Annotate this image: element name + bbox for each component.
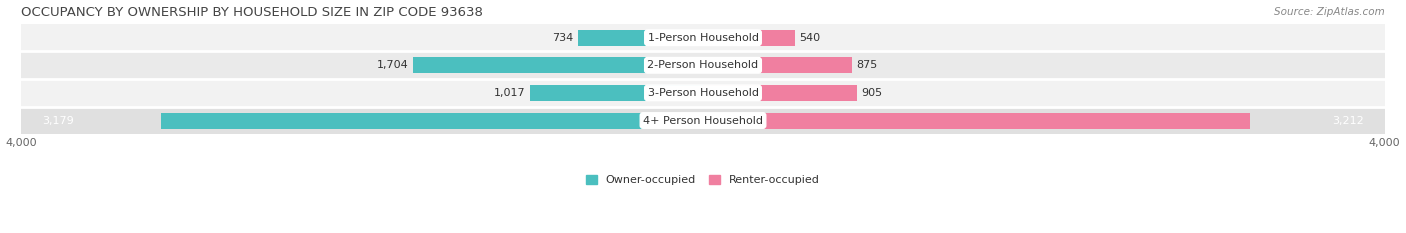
Bar [21, 24, 1385, 51]
Text: 1-Person Household: 1-Person Household [648, 33, 758, 43]
Text: OCCUPANCY BY OWNERSHIP BY HOUSEHOLD SIZE IN ZIP CODE 93638: OCCUPANCY BY OWNERSHIP BY HOUSEHOLD SIZE… [21, 6, 484, 19]
Bar [703, 85, 858, 101]
Text: 540: 540 [799, 33, 821, 43]
Text: 4+ Person Household: 4+ Person Household [643, 116, 763, 126]
Text: 3,212: 3,212 [1333, 116, 1364, 126]
Text: 905: 905 [862, 88, 883, 98]
Bar [703, 113, 1250, 129]
Bar [21, 79, 1385, 107]
Bar [412, 57, 703, 73]
Bar [703, 57, 852, 73]
Text: 734: 734 [553, 33, 574, 43]
Legend: Owner-occupied, Renter-occupied: Owner-occupied, Renter-occupied [581, 170, 825, 189]
Bar [21, 51, 1385, 79]
Bar [703, 30, 794, 46]
Bar [162, 113, 703, 129]
Text: 3,179: 3,179 [42, 116, 73, 126]
Bar [530, 85, 703, 101]
Text: 1,704: 1,704 [377, 60, 408, 70]
Bar [21, 107, 1385, 134]
Text: Source: ZipAtlas.com: Source: ZipAtlas.com [1274, 7, 1385, 17]
Text: 875: 875 [856, 60, 877, 70]
Bar [578, 30, 703, 46]
Text: 1,017: 1,017 [494, 88, 526, 98]
Text: 2-Person Household: 2-Person Household [647, 60, 759, 70]
Text: 3-Person Household: 3-Person Household [648, 88, 758, 98]
